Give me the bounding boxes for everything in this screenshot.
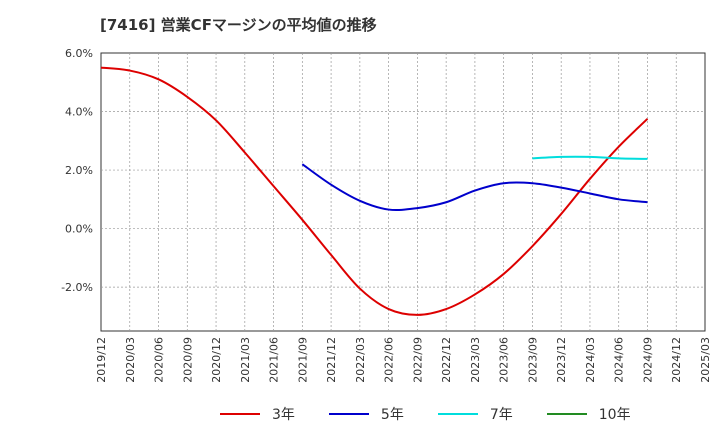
x-tick-label: 2020/06: [153, 337, 166, 383]
legend-label: 3年: [272, 407, 295, 423]
y-tick-label: 2.0%: [65, 164, 93, 177]
legend-swatch: [328, 413, 369, 415]
x-tick-label: 2024/09: [641, 337, 654, 383]
x-tick-label: 2021/03: [239, 337, 252, 383]
x-tick-label: 2021/06: [268, 337, 281, 383]
x-tick-label: 2023/12: [555, 337, 568, 383]
x-tick-label: 2023/09: [526, 337, 539, 383]
x-tick-label: 2022/12: [440, 337, 453, 383]
x-tick-label: 2022/09: [411, 337, 424, 383]
legend-item: 5年: [328, 404, 404, 424]
x-tick-label: 2022/03: [354, 337, 367, 383]
x-tick-label: 2020/03: [124, 337, 137, 383]
y-tick-label: 0.0%: [65, 223, 93, 236]
x-tick-label: 2020/09: [181, 337, 194, 383]
legend-swatch: [546, 413, 587, 415]
x-tick-label: 2022/06: [383, 337, 396, 383]
x-tick-label: 2025/03: [699, 337, 712, 383]
legend-item: 7年: [437, 404, 513, 424]
x-tick-label: 2024/03: [584, 337, 597, 383]
x-tick-label: 2023/03: [469, 337, 482, 383]
chart-title: [7416] 営業CFマージンの平均値の推移: [100, 16, 377, 34]
x-tick-label: 2023/06: [498, 337, 511, 383]
legend: 3年 5年 7年 10年: [220, 404, 631, 424]
legend-item: 3年: [220, 404, 295, 424]
legend-label: 5年: [380, 407, 404, 423]
x-tick-label: 2024/12: [670, 337, 683, 383]
plot-area: [100, 52, 706, 332]
y-tick-label: -2.0%: [61, 281, 93, 294]
x-tick-label: 2021/09: [296, 337, 309, 383]
legend-label: 7年: [489, 407, 513, 423]
y-tick-label: 6.0%: [65, 47, 93, 60]
legend-item: 10年: [546, 404, 631, 424]
legend-swatch: [220, 413, 260, 415]
legend-swatch: [437, 413, 478, 415]
y-tick-label: 4.0%: [65, 106, 93, 119]
series-line-1: [100, 66, 649, 316]
x-tick-label: 2021/12: [325, 337, 338, 383]
legend-label: 10年: [598, 407, 631, 423]
x-tick-label: 2020/12: [210, 337, 223, 383]
x-tick-label: 2024/06: [613, 337, 626, 383]
x-tick-label: 2019/12: [95, 337, 108, 383]
series-line-3: [532, 155, 648, 160]
series-line-2: [301, 163, 648, 212]
